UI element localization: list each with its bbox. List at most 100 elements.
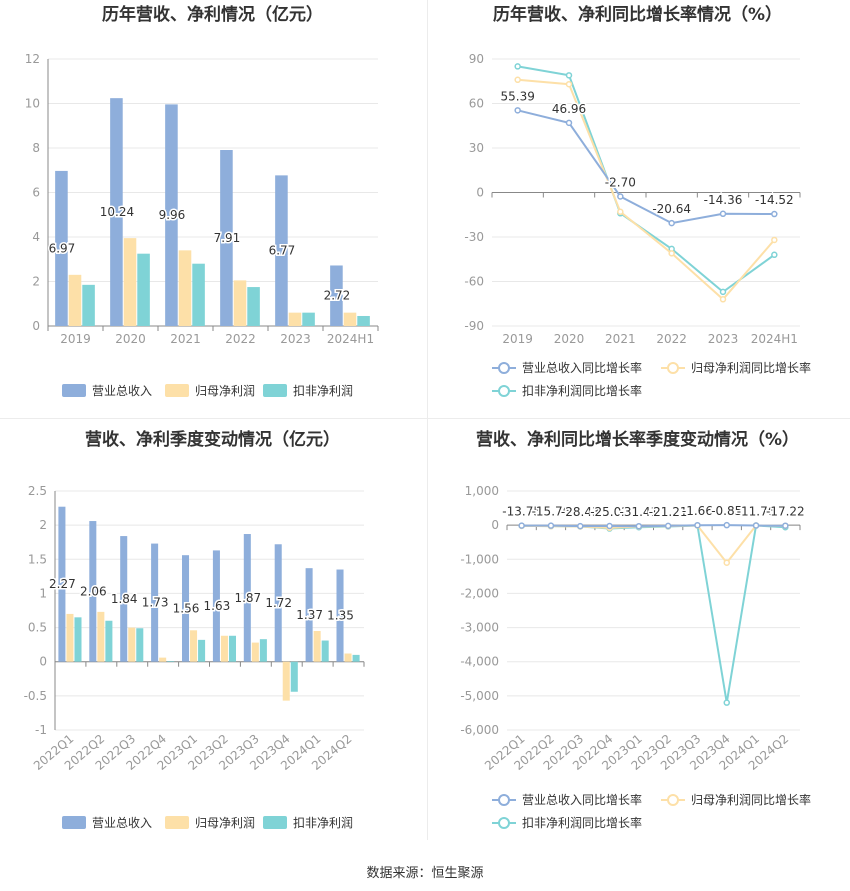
bar-net-profit xyxy=(220,635,228,662)
x-tick-label: 2020 xyxy=(554,332,585,346)
point-revenue xyxy=(782,522,789,529)
data-label: -2.70 xyxy=(605,176,636,190)
x-tick-label: 2019 xyxy=(60,332,91,346)
bar-net-profit xyxy=(343,312,357,326)
bar-net-profit xyxy=(178,250,192,326)
quarterly-revenue-profit-chart: 营收、净利季度变动情况（亿元）-1-0.500.511.522.52022Q12… xyxy=(24,429,365,830)
line-deducted-profit xyxy=(517,65,775,294)
y-tick-label: 30 xyxy=(469,141,484,155)
y-tick-label: -30 xyxy=(464,230,484,244)
data-label: 1.35 xyxy=(327,609,354,623)
point-revenue xyxy=(723,521,730,529)
horizontal-divider xyxy=(0,418,850,419)
legend-swatch xyxy=(62,384,86,397)
y-tick-label: 1.5 xyxy=(28,552,47,566)
data-label: 9.96 xyxy=(159,208,186,222)
y-tick-label: -1,000 xyxy=(460,552,499,566)
legend-label: 归母净利润同比增长率 xyxy=(691,360,811,375)
legend-label: 营业总收入 xyxy=(92,384,152,398)
x-tick-label: 2021 xyxy=(605,332,636,346)
bar-net-profit xyxy=(159,657,167,662)
point-net-profit xyxy=(723,559,730,566)
point-revenue xyxy=(664,522,672,530)
data-label: -1.66 xyxy=(682,504,713,518)
y-tick-label: -5,000 xyxy=(460,689,499,703)
data-label: 1.84 xyxy=(111,592,138,606)
bar-revenue xyxy=(243,534,251,662)
point-deducted-profit xyxy=(771,251,778,259)
bar-deducted-profit xyxy=(136,628,144,662)
data-label: 1.87 xyxy=(234,591,261,605)
legend-swatch xyxy=(165,384,189,397)
bar-deducted-profit xyxy=(167,661,175,662)
line-revenue xyxy=(517,109,775,225)
y-tick-label: 1 xyxy=(39,586,47,600)
x-tick-label: 2023 xyxy=(708,332,739,346)
legend-marker xyxy=(498,794,510,806)
point-net-profit xyxy=(719,296,727,303)
bar-deducted-profit xyxy=(352,654,360,662)
y-tick-label: 0.5 xyxy=(28,621,47,635)
data-label: 1.37 xyxy=(296,608,323,622)
x-tick-label: 2020 xyxy=(115,332,146,346)
point-revenue xyxy=(565,119,573,127)
point-revenue xyxy=(752,522,760,529)
point-revenue xyxy=(635,522,643,530)
point-revenue xyxy=(771,210,778,218)
point-deducted-profit xyxy=(719,288,727,296)
bar-net-profit xyxy=(344,653,352,662)
bar-deducted-profit xyxy=(198,639,206,662)
y-tick-label: 2.5 xyxy=(28,484,47,498)
data-label: 2.06 xyxy=(80,584,107,598)
bar-net-profit xyxy=(97,611,105,662)
bar-revenue xyxy=(275,175,288,326)
data-label: -15.76 xyxy=(532,505,571,519)
bar-net-profit xyxy=(66,613,74,662)
point-revenue xyxy=(606,522,613,530)
bar-deducted-profit xyxy=(137,253,150,326)
legend-swatch xyxy=(263,816,287,829)
y-tick-label: 2 xyxy=(32,275,40,289)
bar-deducted-profit xyxy=(321,640,329,662)
legend-label: 归母净利润同比增长率 xyxy=(691,792,811,807)
bar-deducted-profit xyxy=(105,620,113,662)
data-label: -14.52 xyxy=(755,193,794,207)
annual-growth-rate-chart: 历年营收、净利同比增长率情况（%） -90 -60 -30 0 30 60 90 2019 202… xyxy=(464,4,811,398)
data-source: 数据来源：恒生聚源 xyxy=(366,866,484,881)
vertical-divider xyxy=(427,0,428,840)
data-label: 6.77 xyxy=(269,244,296,258)
legend-marker xyxy=(667,794,679,806)
bar-revenue xyxy=(58,506,66,662)
y-tick-label: -3,000 xyxy=(460,621,499,635)
point-deducted-profit xyxy=(565,72,573,79)
bar-revenue xyxy=(212,550,220,662)
bar-revenue xyxy=(305,568,313,662)
bar-revenue xyxy=(120,536,128,662)
data-label: 1.72 xyxy=(265,596,292,610)
bar-net-profit xyxy=(190,630,198,662)
x-tick-label: 2022 xyxy=(656,332,687,346)
data-label: 6.97 xyxy=(49,241,76,255)
legend-marker xyxy=(498,385,510,397)
point-net-profit xyxy=(771,236,778,244)
data-label: 46.96 xyxy=(552,102,586,116)
x-tick-label: 2024H1 xyxy=(327,332,374,346)
bar-net-profit xyxy=(313,630,321,662)
y-tick-label: 10 xyxy=(25,97,40,111)
chart-title: 营收、净利同比增长率季度变动情况（%） xyxy=(476,429,799,450)
point-net-profit xyxy=(514,76,521,84)
data-label: -14.36 xyxy=(704,193,743,207)
legend-label: 营业总收入同比增长率 xyxy=(522,792,642,807)
legend-label: 扣非净利润同比增长率 xyxy=(522,383,642,398)
bar-revenue xyxy=(330,265,343,326)
legend-label: 扣非净利润 xyxy=(293,384,353,398)
data-label: -0.85 xyxy=(711,504,742,518)
data-label: -28.43 xyxy=(561,505,600,519)
legend-swatch xyxy=(165,816,189,829)
point-revenue xyxy=(514,107,521,114)
legend-marker xyxy=(498,362,510,374)
annual-revenue-profit-chart: 历年营收、净利情况（亿元） 0 2 4 6 8 10 12 2019 2020 2021 2022 20… xyxy=(25,4,379,398)
chart-title: 历年营收、净利情况（亿元） xyxy=(102,4,323,25)
bar-net-profit xyxy=(68,274,82,326)
x-tick-label: 2019 xyxy=(502,332,533,346)
